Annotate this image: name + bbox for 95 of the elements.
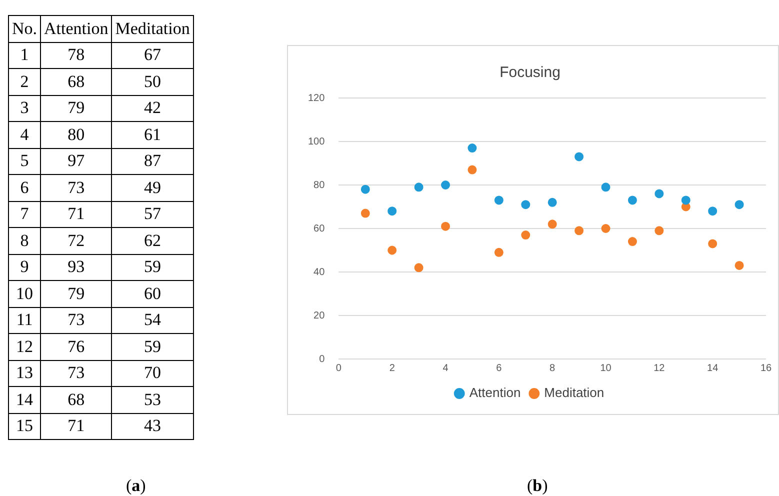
point [548, 220, 557, 229]
data-label: 59 [112, 254, 194, 280]
data-label: 42 [112, 95, 194, 122]
y-tick-label: 3 [8, 95, 41, 122]
data-label: 73 [40, 307, 112, 334]
data-label: 78 [40, 42, 112, 68]
y-tick-label: 1 [8, 42, 41, 68]
data-label: 79 [40, 95, 112, 122]
point [494, 248, 504, 257]
chart-title: Focusing [500, 64, 560, 82]
y-tick-label: 20 [314, 310, 326, 322]
point [441, 222, 450, 231]
data-label: 67 [112, 42, 194, 68]
point [628, 237, 637, 246]
x-tick-label: 0 [336, 362, 342, 374]
point [601, 224, 610, 233]
y-tick-label: 7 [8, 201, 41, 228]
point [601, 182, 610, 192]
y-tick-label: 9 [8, 254, 41, 280]
data-label: 80 [40, 122, 112, 148]
point [681, 196, 690, 205]
data-label: 87 [112, 148, 194, 174]
point [574, 152, 584, 162]
x-tick-label: 4 [442, 362, 449, 374]
point [388, 206, 397, 216]
y-tick-label: 40 [314, 266, 326, 278]
y-tick-label: 10 [8, 280, 41, 307]
point [708, 239, 718, 248]
point [654, 189, 664, 198]
point [708, 206, 718, 216]
y-tick-label: 120 [308, 92, 326, 104]
point [414, 182, 424, 192]
point [414, 263, 424, 272]
x-tick-label: 2 [389, 362, 396, 374]
x-tick-label: 16 [760, 362, 772, 374]
data-label: 68 [40, 386, 112, 413]
data-label: 53 [112, 386, 194, 413]
data-label: 70 [112, 360, 194, 386]
data-label: 68 [40, 68, 112, 95]
data-label: 50 [112, 68, 194, 95]
data-label: 76 [40, 334, 112, 360]
x-tick-label: 12 [654, 362, 666, 374]
data-label: 60 [112, 280, 194, 307]
y-tick-label: 14 [8, 386, 41, 413]
point [360, 184, 370, 194]
data-label: 59 [112, 334, 194, 360]
y-tick-label: 2 [8, 68, 41, 95]
x-tick-label: 14 [707, 362, 719, 374]
y-tick-label: 4 [8, 122, 41, 148]
data-label: 43 [112, 413, 194, 440]
point [734, 200, 744, 210]
point [574, 226, 584, 236]
legend-label: Attention [469, 385, 521, 400]
data-label: 61 [112, 122, 194, 148]
y-tick-label: 8 [8, 228, 41, 254]
data-label: 71 [40, 413, 112, 440]
data-label: 72 [40, 228, 112, 254]
y-tick-label: 11 [8, 307, 41, 334]
y-tick-label: 15 [8, 413, 41, 440]
point [441, 180, 450, 190]
data-label: 54 [112, 307, 194, 334]
x-tick-label: 6 [496, 362, 502, 374]
data-label: 97 [40, 148, 112, 174]
point [468, 144, 477, 153]
y-tick-label: 5 [8, 148, 41, 174]
y-tick-label: 100 [308, 136, 326, 148]
text: (b) [527, 476, 548, 496]
point [654, 226, 664, 236]
data-label: 57 [112, 201, 194, 228]
point [468, 165, 477, 174]
point [628, 196, 637, 205]
data-label: 79 [40, 280, 112, 307]
text: (a) [126, 476, 146, 496]
data-label: 71 [40, 201, 112, 228]
data-label: 93 [40, 254, 112, 280]
legend-label: Meditation [544, 385, 604, 400]
data-label: 73 [40, 174, 112, 201]
y-tick-label: 80 [314, 180, 326, 191]
data-label: 73 [40, 360, 112, 386]
y-tick-label: 6 [8, 174, 41, 201]
point [734, 260, 744, 270]
point [360, 208, 370, 218]
data-label: 62 [112, 228, 194, 254]
point [521, 200, 530, 210]
point [494, 196, 504, 205]
point [548, 198, 557, 207]
y-axis-title: No. [8, 16, 41, 42]
x-tick-label: 8 [550, 362, 556, 374]
point [521, 230, 530, 240]
data-label: 49 [112, 174, 194, 201]
x-tick-label: 10 [600, 362, 612, 374]
y-tick-label: 60 [314, 223, 326, 234]
point [388, 246, 397, 255]
y-tick-label: 0 [319, 354, 326, 365]
y-tick-label: 13 [8, 360, 41, 386]
